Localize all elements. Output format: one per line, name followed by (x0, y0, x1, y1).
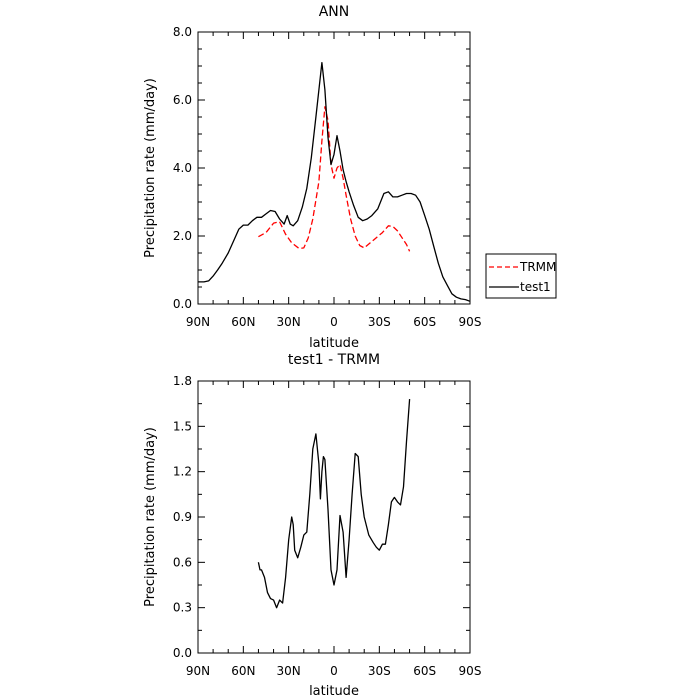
y-tick-label: 0.6 (173, 555, 192, 569)
panel-difference: test1 - TRMM latitude Precipitation rate… (143, 352, 481, 699)
y-axis-label: Precipitation rate (mm/day) (143, 427, 158, 607)
x-tick-label: 60N (231, 315, 255, 329)
legend-box (485, 253, 557, 299)
x-tick-label: 30N (277, 315, 301, 329)
series-line-test1 (198, 61, 471, 302)
x-axis-label: latitude (309, 684, 359, 699)
legend: TRMM test1 (485, 253, 557, 299)
series-line-difference (257, 399, 411, 609)
y-tick-label: 0.3 (173, 601, 192, 615)
chart-title: ANN (319, 4, 350, 20)
y-tick-label: 1.2 (173, 465, 192, 479)
x-tick-label: 60S (413, 315, 436, 329)
y-tick-label: 8.0 (173, 25, 192, 39)
panel-ann: ANN latitude Precipitation rate (mm/day)… (143, 4, 481, 351)
x-tick-label: 90S (459, 315, 482, 329)
x-axis-label: latitude (309, 336, 359, 351)
x-tick-label: 30S (368, 664, 391, 678)
x-tick-label: 30N (277, 664, 301, 678)
x-tick-label: 30S (368, 315, 391, 329)
y-tick-label: 2.0 (173, 229, 192, 243)
y-tick-label: 1.5 (173, 419, 192, 433)
legend-label-test1: test1 (520, 280, 551, 294)
y-tick-label: 0.9 (173, 510, 192, 524)
series-group (198, 61, 471, 302)
plot-frame (197, 31, 471, 305)
plot-frame (197, 380, 471, 654)
y-axis-label: Precipitation rate (mm/day) (143, 78, 158, 258)
x-ticks: 90N 60N 30N 0 30S 60S 90S (186, 32, 482, 329)
chart-title: test1 - TRMM (288, 352, 380, 368)
x-tick-label: 60N (231, 664, 255, 678)
y-tick-label: 4.0 (173, 161, 192, 175)
x-tick-label: 90N (186, 315, 210, 329)
series-line-trmm (258, 106, 411, 252)
y-tick-label: 1.8 (173, 374, 192, 388)
x-tick-label: 90S (459, 664, 482, 678)
x-tick-label: 90N (186, 664, 210, 678)
series-group (257, 399, 411, 609)
y-tick-label: 0.0 (173, 646, 192, 660)
legend-label-trmm: TRMM (519, 260, 556, 274)
y-tick-label: 6.0 (173, 93, 192, 107)
x-tick-label: 0 (330, 664, 338, 678)
x-tick-label: 0 (330, 315, 338, 329)
x-ticks: 90N 60N 30N 0 30S 60S 90S (186, 381, 482, 678)
y-ticks: 0.0 2.0 4.0 6.0 8.0 (173, 25, 470, 311)
x-tick-label: 60S (413, 664, 436, 678)
y-ticks: 0.0 0.3 0.6 0.9 1.2 1.5 1.8 (173, 374, 470, 660)
y-tick-label: 0.0 (173, 297, 192, 311)
